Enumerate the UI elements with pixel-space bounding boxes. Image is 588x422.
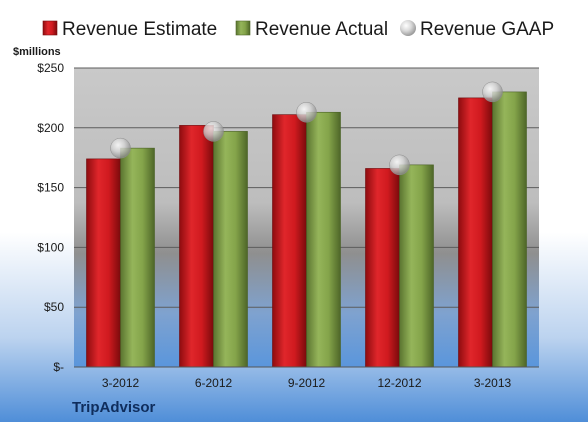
bar-revenue-actual <box>120 147 155 368</box>
y-tick-label: $50 <box>44 300 64 314</box>
bar-revenue-estimate <box>86 158 121 368</box>
marker-revenue-gaap <box>389 154 410 176</box>
bar-revenue-estimate <box>458 97 493 368</box>
bar-revenue-estimate <box>272 114 307 368</box>
legend-item-estimate: Revenue Estimate <box>42 19 217 40</box>
legend-label-gaap: Revenue GAAP <box>420 19 554 40</box>
y-axis-ticks: $- $50 $100 $150 $200 $250 <box>37 61 64 374</box>
legend-label-actual: Revenue Actual <box>255 19 388 40</box>
y-tick-label: $100 <box>37 240 64 254</box>
legend-item-gaap: Revenue GAAP <box>400 19 554 40</box>
bar-revenue-actual <box>492 91 527 368</box>
x-tick-label: 12-2012 <box>377 376 421 390</box>
legend: Revenue Estimate Revenue Actual Revenue … <box>42 19 554 40</box>
y-tick-label: $150 <box>37 181 64 195</box>
gaap-markers <box>110 81 503 176</box>
legend-label-estimate: Revenue Estimate <box>62 19 217 40</box>
legend-swatch-estimate <box>42 20 58 36</box>
x-tick-label: 9-2012 <box>288 376 326 390</box>
y-tick-label: $250 <box>37 61 64 75</box>
bar-revenue-actual <box>213 131 248 368</box>
x-axis-ticks: 3-2012 6-2012 9-2012 12-2012 3-2013 <box>102 376 512 390</box>
x-tick-label: 3-2013 <box>474 376 512 390</box>
brand-label: TripAdvisor <box>72 399 156 416</box>
bar-revenue-estimate <box>365 168 400 368</box>
legend-item-actual: Revenue Actual <box>235 19 388 40</box>
marker-revenue-gaap <box>110 137 131 159</box>
marker-revenue-gaap <box>482 81 503 103</box>
x-tick-label: 3-2012 <box>102 376 140 390</box>
marker-revenue-gaap <box>296 102 317 123</box>
y-tick-label: $- <box>53 360 64 374</box>
x-tick-label: 6-2012 <box>195 376 233 390</box>
y-tick-label: $200 <box>37 121 64 135</box>
bar-revenue-estimate <box>179 125 214 368</box>
bars <box>86 91 527 368</box>
legend-swatch-actual <box>235 20 251 36</box>
y-axis-unit-label: $millions <box>13 46 61 58</box>
bar-revenue-actual <box>306 111 341 368</box>
legend-swatch-gaap <box>400 20 416 36</box>
bar-revenue-actual <box>399 164 434 368</box>
marker-revenue-gaap <box>203 121 224 142</box>
